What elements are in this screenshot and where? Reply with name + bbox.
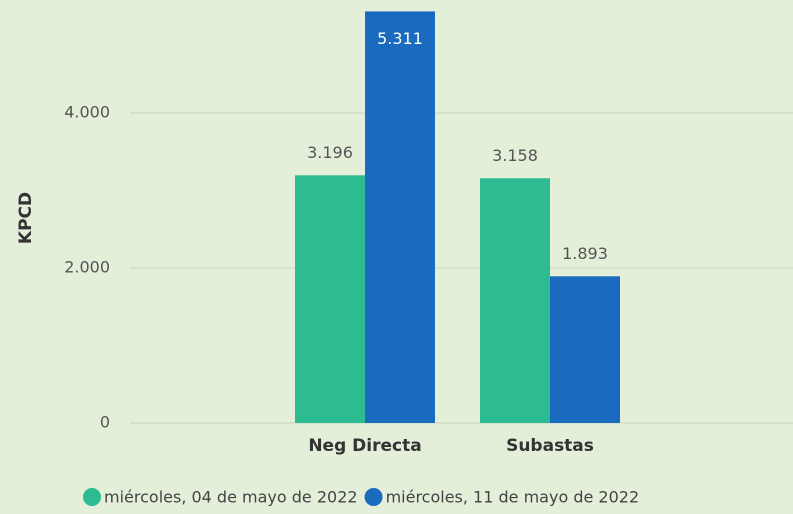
y-axis-label: KPCD bbox=[16, 192, 36, 244]
legend-marker bbox=[83, 488, 101, 506]
y-tick-label: 0 bbox=[100, 413, 110, 432]
bar bbox=[550, 276, 620, 423]
legend-label: miércoles, 04 de mayo de 2022 bbox=[104, 488, 358, 507]
x-tick-label: Neg Directa bbox=[308, 436, 421, 456]
value-label: 3.158 bbox=[492, 146, 538, 165]
bar bbox=[295, 175, 365, 423]
legend-marker bbox=[364, 488, 383, 506]
y-tick-label: 2.000 bbox=[64, 258, 110, 277]
value-label: 1.893 bbox=[562, 244, 608, 263]
bar bbox=[365, 11, 435, 424]
legend-label: miércoles, 11 de mayo de 2022 bbox=[386, 488, 640, 507]
y-tick-label: 4.000 bbox=[64, 103, 110, 122]
value-label: 3.196 bbox=[307, 143, 353, 162]
bar bbox=[480, 178, 550, 423]
x-tick-label: Subastas bbox=[506, 436, 594, 456]
value-label: 5.311 bbox=[377, 29, 423, 48]
